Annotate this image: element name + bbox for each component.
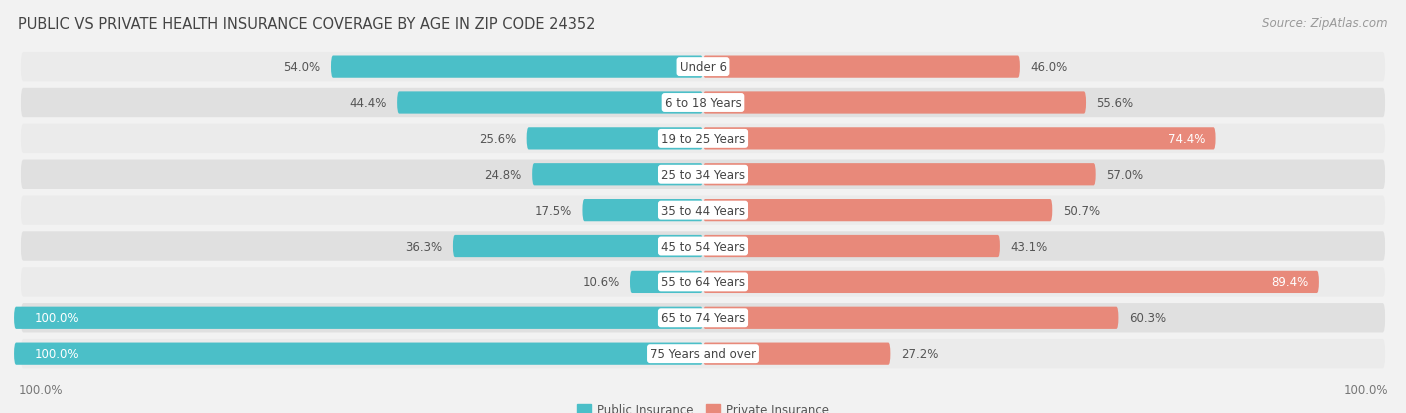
Text: 24.8%: 24.8% bbox=[485, 169, 522, 181]
Text: 57.0%: 57.0% bbox=[1107, 169, 1143, 181]
FancyBboxPatch shape bbox=[703, 343, 890, 365]
Text: 75 Years and over: 75 Years and over bbox=[650, 347, 756, 360]
FancyBboxPatch shape bbox=[21, 53, 1385, 82]
Text: Source: ZipAtlas.com: Source: ZipAtlas.com bbox=[1263, 17, 1388, 29]
FancyBboxPatch shape bbox=[703, 235, 1000, 258]
Text: 44.4%: 44.4% bbox=[350, 97, 387, 110]
FancyBboxPatch shape bbox=[703, 199, 1052, 222]
Text: 50.7%: 50.7% bbox=[1063, 204, 1099, 217]
Text: 55.6%: 55.6% bbox=[1097, 97, 1133, 110]
FancyBboxPatch shape bbox=[14, 307, 703, 329]
FancyBboxPatch shape bbox=[21, 124, 1385, 154]
Text: 60.3%: 60.3% bbox=[1129, 311, 1166, 325]
Text: 43.1%: 43.1% bbox=[1011, 240, 1047, 253]
Text: 100.0%: 100.0% bbox=[18, 384, 63, 396]
FancyBboxPatch shape bbox=[703, 92, 1085, 114]
FancyBboxPatch shape bbox=[630, 271, 703, 293]
FancyBboxPatch shape bbox=[396, 92, 703, 114]
FancyBboxPatch shape bbox=[527, 128, 703, 150]
Text: 100.0%: 100.0% bbox=[1343, 384, 1388, 396]
Text: 36.3%: 36.3% bbox=[405, 240, 443, 253]
Text: 10.6%: 10.6% bbox=[582, 276, 620, 289]
FancyBboxPatch shape bbox=[21, 160, 1385, 190]
FancyBboxPatch shape bbox=[531, 164, 703, 186]
Text: 55 to 64 Years: 55 to 64 Years bbox=[661, 276, 745, 289]
FancyBboxPatch shape bbox=[21, 88, 1385, 118]
Text: 65 to 74 Years: 65 to 74 Years bbox=[661, 311, 745, 325]
FancyBboxPatch shape bbox=[21, 232, 1385, 261]
Text: 45 to 54 Years: 45 to 54 Years bbox=[661, 240, 745, 253]
Text: 89.4%: 89.4% bbox=[1271, 276, 1309, 289]
FancyBboxPatch shape bbox=[582, 199, 703, 222]
Text: Under 6: Under 6 bbox=[679, 61, 727, 74]
FancyBboxPatch shape bbox=[330, 56, 703, 78]
Text: 19 to 25 Years: 19 to 25 Years bbox=[661, 133, 745, 145]
FancyBboxPatch shape bbox=[453, 235, 703, 258]
FancyBboxPatch shape bbox=[21, 303, 1385, 333]
FancyBboxPatch shape bbox=[21, 268, 1385, 297]
FancyBboxPatch shape bbox=[703, 307, 1118, 329]
Text: PUBLIC VS PRIVATE HEALTH INSURANCE COVERAGE BY AGE IN ZIP CODE 24352: PUBLIC VS PRIVATE HEALTH INSURANCE COVER… bbox=[18, 17, 596, 31]
Text: 35 to 44 Years: 35 to 44 Years bbox=[661, 204, 745, 217]
FancyBboxPatch shape bbox=[703, 56, 1019, 78]
Text: 6 to 18 Years: 6 to 18 Years bbox=[665, 97, 741, 110]
FancyBboxPatch shape bbox=[14, 343, 703, 365]
Text: 100.0%: 100.0% bbox=[35, 311, 79, 325]
Legend: Public Insurance, Private Insurance: Public Insurance, Private Insurance bbox=[572, 398, 834, 413]
FancyBboxPatch shape bbox=[703, 271, 1319, 293]
Text: 100.0%: 100.0% bbox=[35, 347, 79, 360]
Text: 17.5%: 17.5% bbox=[534, 204, 572, 217]
FancyBboxPatch shape bbox=[21, 196, 1385, 225]
Text: 25.6%: 25.6% bbox=[479, 133, 516, 145]
FancyBboxPatch shape bbox=[21, 339, 1385, 368]
Text: 54.0%: 54.0% bbox=[284, 61, 321, 74]
FancyBboxPatch shape bbox=[703, 164, 1095, 186]
Text: 25 to 34 Years: 25 to 34 Years bbox=[661, 169, 745, 181]
Text: 46.0%: 46.0% bbox=[1031, 61, 1067, 74]
Text: 27.2%: 27.2% bbox=[901, 347, 938, 360]
FancyBboxPatch shape bbox=[703, 128, 1216, 150]
Text: 74.4%: 74.4% bbox=[1168, 133, 1205, 145]
